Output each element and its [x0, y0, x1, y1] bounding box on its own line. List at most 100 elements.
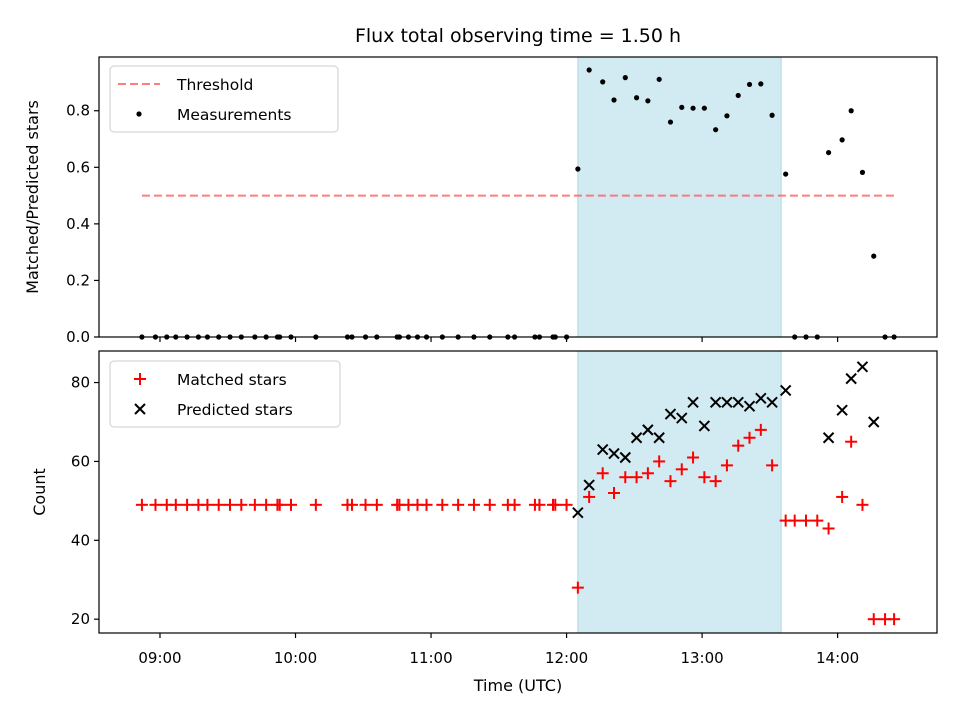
matched-star-point	[732, 439, 745, 452]
matched-star-point	[653, 455, 666, 468]
predicted-star-point	[698, 420, 711, 432]
matched-star-point	[811, 514, 824, 527]
matched-star-point	[273, 498, 286, 511]
matched-star-point	[370, 498, 383, 511]
chart-title: Flux total observing time = 1.50 h	[355, 25, 681, 47]
predicted-star-point	[766, 396, 778, 408]
predicted-star-point	[596, 443, 609, 456]
matched-star-point	[359, 498, 372, 511]
predicted-star-point	[676, 412, 688, 424]
bottom-axis-ticks: 20 40 60 80 09:00 10:00 11:00 12:00 13:00 14:00	[71, 374, 859, 667]
matched-star-point	[260, 498, 273, 511]
measurement-point	[825, 149, 832, 156]
matched-star-point	[201, 498, 214, 511]
x-tick-label: 10:00	[274, 649, 317, 667]
measurements-legend-label: Measurements	[177, 106, 292, 124]
top-plot-frame	[98, 56, 938, 338]
x-tick-label: 11:00	[409, 649, 452, 667]
measurement-point	[859, 169, 866, 175]
x-tick-label: 13:00	[680, 649, 723, 667]
predicted-star-point	[619, 451, 631, 464]
matched-star-point	[483, 498, 496, 511]
measurement-point	[746, 81, 753, 88]
matched-star-point	[135, 498, 148, 511]
x-axis-label: Time (UTC)	[473, 676, 562, 695]
matched-star-point	[596, 467, 609, 480]
matched-star-point	[888, 613, 901, 626]
matched-star-point	[664, 475, 677, 488]
matched-star-point	[420, 498, 433, 511]
top-y-tick-label: 0.4	[66, 215, 90, 233]
matched-star-point	[149, 498, 162, 511]
matched-star-point	[743, 431, 756, 444]
measurement-point	[633, 95, 640, 101]
measurement-point	[839, 137, 845, 143]
matched-star-point	[533, 498, 546, 511]
predicted-stars-legend-marker	[134, 403, 146, 415]
predicted-star-point	[709, 396, 722, 408]
predicted-star-point	[845, 372, 857, 385]
matched-star-point	[720, 459, 733, 472]
matched-star-point	[709, 475, 722, 488]
threshold-legend-label: Threshold	[176, 76, 253, 94]
predicted-star-point	[868, 416, 880, 428]
measurement-point	[690, 105, 696, 111]
top-panel: 0.00.20.40.60.8 Matched/Predicted stars …	[23, 56, 938, 346]
bot-y-tick-label: 80	[71, 374, 90, 392]
predicted-star-point	[572, 506, 584, 519]
matched-star-point	[675, 463, 688, 476]
predicted-star-point	[856, 361, 869, 373]
bottom-legend-box	[109, 360, 341, 428]
predicted-star-point	[779, 384, 792, 397]
matched-star-point	[452, 498, 465, 511]
predicted-star-point	[583, 479, 595, 491]
measurement-point	[667, 119, 674, 125]
measurement-point	[783, 171, 789, 177]
matched-star-point	[284, 498, 297, 511]
predicted-star-point	[653, 432, 665, 444]
bottom-plot-frame	[98, 350, 938, 634]
x-tick-label: 14:00	[816, 649, 859, 667]
predicted-stars-points	[572, 361, 880, 519]
measurement-point	[871, 253, 877, 259]
matched-star-point	[436, 498, 449, 511]
predicted-star-point	[642, 424, 654, 436]
measurement-point	[611, 97, 617, 103]
measurement-point	[645, 98, 651, 104]
matched-star-point	[169, 498, 182, 511]
measurement-point	[724, 113, 730, 119]
top-y-tick-label: 0.0	[66, 328, 90, 346]
measurement-point	[848, 108, 854, 114]
matched-star-point	[309, 498, 322, 511]
predicted-star-point	[836, 404, 848, 416]
matched-star-point	[560, 498, 573, 511]
matched-star-point	[571, 581, 584, 594]
measurements-legend-marker	[136, 111, 142, 117]
predicted-star-point	[822, 432, 835, 444]
measurement-point	[600, 79, 606, 85]
bot-y-tick-label: 40	[71, 531, 90, 549]
x-tick-label: 12:00	[545, 649, 588, 667]
predicted-star-point	[664, 408, 677, 420]
predicted-star-point	[687, 396, 699, 408]
matched-star-point	[822, 522, 835, 535]
predicted-star-point	[743, 400, 756, 412]
top-legend-box	[109, 65, 339, 133]
matched-star-point	[583, 490, 596, 503]
measurement-point	[758, 81, 764, 87]
matched-star-point	[467, 498, 480, 511]
top-y-tick-label: 0.2	[66, 271, 90, 289]
measurement-point	[656, 76, 662, 82]
matched-stars-points	[135, 423, 901, 626]
predicted-star-point	[721, 396, 733, 408]
matched-star-point	[508, 498, 521, 511]
matched-star-point	[224, 498, 237, 511]
matched-star-point	[788, 514, 801, 527]
measurement-point	[701, 105, 707, 111]
matched-star-point	[856, 498, 869, 511]
matched-stars-legend-label: Matched stars	[177, 371, 287, 389]
matched-star-point	[248, 498, 261, 511]
measurement-point	[679, 104, 685, 110]
predicted-star-point	[630, 432, 643, 444]
